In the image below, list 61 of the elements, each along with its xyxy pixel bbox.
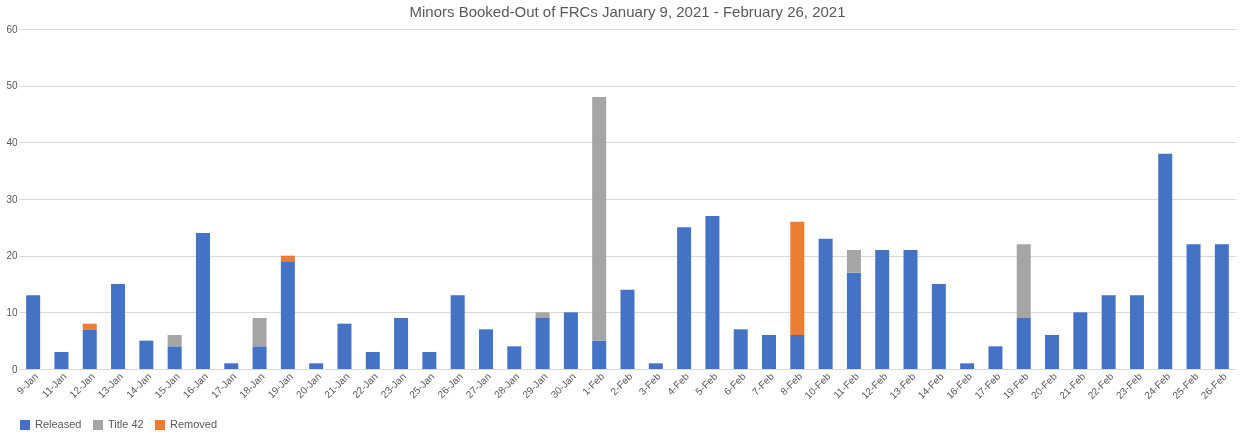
- bar: [422, 352, 437, 369]
- bar: [648, 363, 663, 369]
- y-tick-label: 40: [6, 136, 18, 148]
- bar: [762, 335, 777, 369]
- bar: [195, 233, 210, 369]
- legend-label: Released: [35, 418, 82, 430]
- bar: [224, 363, 239, 369]
- bar: [507, 346, 522, 369]
- bar: [1214, 244, 1229, 369]
- bar: [139, 340, 154, 369]
- y-tick-label: 0: [11, 363, 18, 375]
- bar: [280, 261, 295, 369]
- bar: [478, 329, 493, 369]
- bar: [535, 318, 550, 369]
- bar: [26, 295, 41, 369]
- bar: [931, 284, 946, 369]
- bar: [790, 335, 805, 369]
- bar: [365, 352, 380, 369]
- bar: [846, 272, 861, 369]
- bar: [82, 329, 97, 369]
- bar: [54, 352, 69, 369]
- bar: [790, 221, 805, 335]
- bar: [167, 346, 182, 369]
- bar: [705, 216, 720, 369]
- bar: [394, 318, 409, 369]
- bar: [1045, 335, 1060, 369]
- bar: [1186, 244, 1201, 369]
- bar: [1158, 153, 1173, 369]
- y-tick-label: 10: [6, 306, 18, 318]
- legend-label: Removed: [170, 418, 218, 430]
- bar: [167, 335, 182, 347]
- bar: [677, 227, 692, 369]
- legend-label: Title 42: [108, 418, 144, 430]
- bar: [337, 323, 352, 369]
- bar: [960, 363, 975, 369]
- bar: [450, 295, 465, 369]
- bar: [111, 284, 126, 369]
- bar: [1073, 312, 1088, 369]
- y-tick-label: 20: [6, 250, 18, 262]
- bar: [733, 329, 748, 369]
- bar: [563, 312, 578, 369]
- bar: [988, 346, 1003, 369]
- bar: [620, 289, 635, 369]
- bar: [875, 250, 890, 369]
- bar: [252, 318, 267, 347]
- bar: [1016, 244, 1031, 318]
- bar: [535, 312, 550, 318]
- y-tick-label: 50: [6, 80, 18, 92]
- bar: [903, 250, 918, 369]
- y-tick-label: 30: [6, 193, 18, 205]
- bar: [592, 97, 607, 341]
- bar: [818, 238, 833, 369]
- bar: [592, 340, 607, 369]
- bar: [252, 346, 267, 369]
- bar: [309, 363, 324, 369]
- bar: [1129, 295, 1144, 369]
- bar: [1101, 295, 1116, 369]
- chart-title: Minors Booked-Out of FRCs January 9, 2021 - February 26, 2021: [409, 3, 846, 20]
- y-tick-label: 60: [6, 23, 18, 35]
- bar: [846, 250, 861, 273]
- bar: [1016, 318, 1031, 369]
